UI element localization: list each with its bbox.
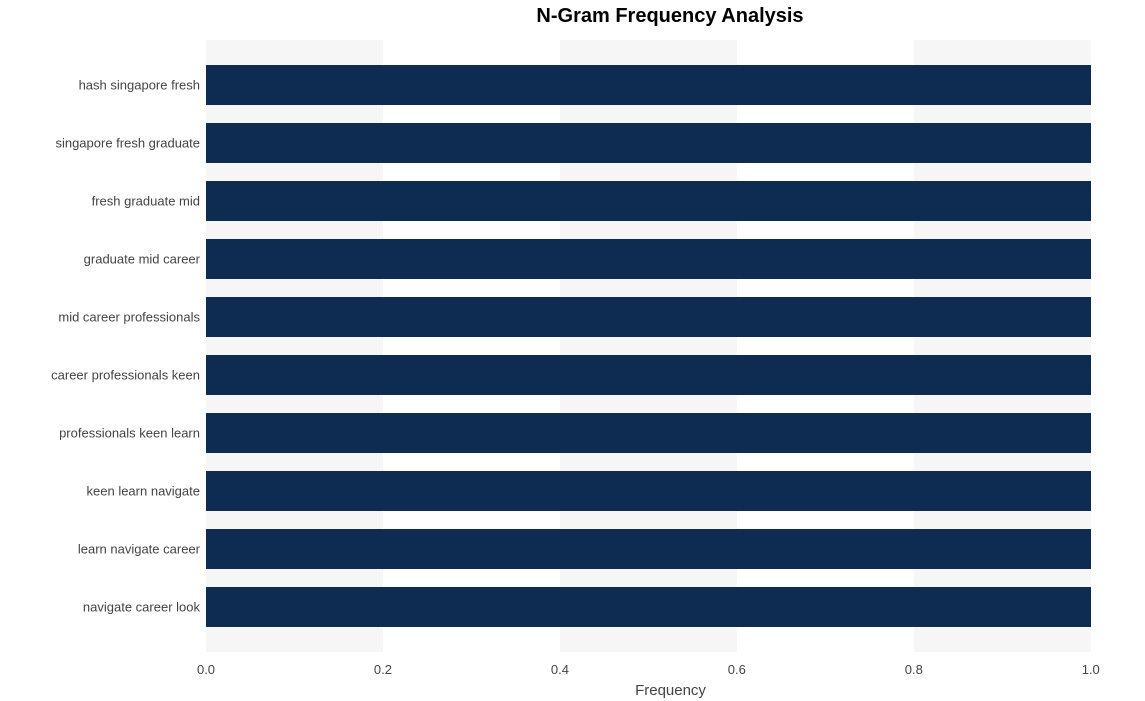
x-tick-label: 0.6	[728, 662, 746, 677]
bar	[206, 123, 1091, 162]
y-tick-label: singapore fresh graduate	[0, 136, 200, 151]
x-tick-label: 0.2	[374, 662, 392, 677]
bar	[206, 413, 1091, 452]
y-tick-label: career professionals keen	[0, 368, 200, 383]
bar	[206, 529, 1091, 568]
y-tick-label: keen learn navigate	[0, 484, 200, 499]
bar	[206, 65, 1091, 104]
y-tick-label: learn navigate career	[0, 542, 200, 557]
bar	[206, 471, 1091, 510]
plot-area	[206, 40, 1135, 652]
x-axis-title: Frequency	[206, 682, 1135, 699]
x-tick-label: 1.0	[1082, 662, 1100, 677]
y-tick-label: mid career professionals	[0, 310, 200, 325]
x-tick-label: 0.0	[197, 662, 215, 677]
bar	[206, 181, 1091, 220]
ngram-chart: N-Gram Frequency Analysis Frequency hash…	[0, 5, 1145, 701]
y-tick-label: fresh graduate mid	[0, 194, 200, 209]
bar	[206, 587, 1091, 626]
y-tick-label: graduate mid career	[0, 252, 200, 267]
x-tick-label: 0.8	[905, 662, 923, 677]
bar	[206, 355, 1091, 394]
bar	[206, 297, 1091, 336]
chart-title: N-Gram Frequency Analysis	[0, 5, 1145, 28]
y-tick-label: navigate career look	[0, 600, 200, 615]
y-tick-label: professionals keen learn	[0, 426, 200, 441]
bar	[206, 239, 1091, 278]
y-tick-label: hash singapore fresh	[0, 78, 200, 93]
x-tick-label: 0.4	[551, 662, 569, 677]
